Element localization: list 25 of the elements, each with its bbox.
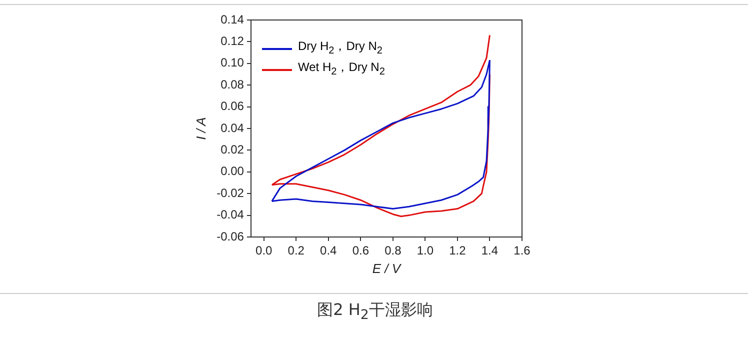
y-axis-title: I / A <box>193 117 208 140</box>
x-tick-label: 1.0 <box>416 244 434 258</box>
legend-label: Dry H$_{2}$，Dry N$_{2}$ <box>298 38 382 58</box>
text: 图2 H$_{2}$干湿影响 <box>316 300 434 324</box>
y-tick-label: -0.04 <box>216 208 244 222</box>
y-tick-label: 0.10 <box>220 56 244 70</box>
x-tick-label: 0.2 <box>288 244 305 258</box>
x-tick-label: 0.4 <box>320 244 338 258</box>
y-tick-label: -0.02 <box>216 186 244 200</box>
x-axis-title: E / V <box>372 260 402 276</box>
x-tick-label: 1.2 <box>449 244 466 258</box>
x-tick-label: 0.8 <box>384 244 402 258</box>
y-tick-label: 0.08 <box>220 77 244 92</box>
legend-label: Wet H$_{2}$，Dry N$_{2}$ <box>298 59 385 80</box>
y-tick-label: 0.02 <box>220 142 244 157</box>
x-tick-label: 1.4 <box>481 244 498 258</box>
y-tick-label: 0.00 <box>220 164 244 178</box>
x-tick-label: 1.6 <box>514 244 531 258</box>
y-tick-label: 0.14 <box>220 12 244 26</box>
y-tick-label: 0.06 <box>220 99 244 114</box>
y-tick-label: 0.12 <box>220 34 244 48</box>
x-tick-label: 0.6 <box>352 244 370 258</box>
y-tick-label: 0.04 <box>220 120 244 135</box>
x-tick-label: 0.0 <box>256 244 273 258</box>
y-tick-label: -0.06 <box>216 229 244 244</box>
